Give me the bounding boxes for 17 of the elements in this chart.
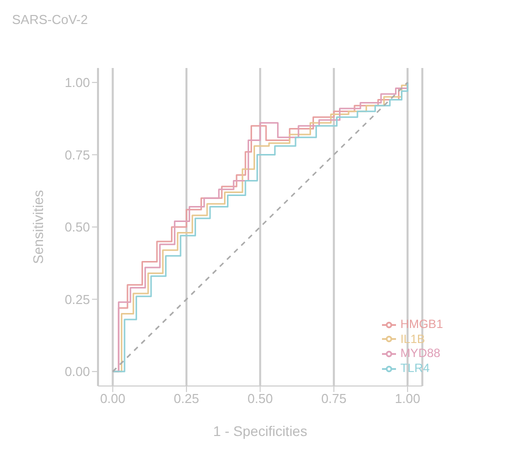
legend-label: TLR4 xyxy=(400,361,430,376)
x-tick-label: 0.75 xyxy=(321,391,347,406)
legend-label: HMGB1 xyxy=(400,316,443,331)
y-axis-title: Sensitivities xyxy=(30,190,46,264)
x-axis-title: 1 - Specificities xyxy=(213,423,308,439)
legend-label: IL1B xyxy=(400,332,425,346)
x-tick-label: 0.50 xyxy=(248,391,273,406)
y-tick-label: 0.25 xyxy=(64,292,90,307)
x-tick-label: 0.00 xyxy=(100,391,126,406)
y-tick-label: 1.00 xyxy=(64,75,90,90)
x-tick-label: 1.00 xyxy=(394,391,420,406)
chart-title: SARS-CoV-2 xyxy=(12,12,88,27)
y-tick-label: 0.00 xyxy=(64,364,90,380)
y-tick-label: 0.75 xyxy=(64,147,90,162)
legend-label: MYD88 xyxy=(400,346,440,360)
y-tick-label: 0.50 xyxy=(64,220,90,235)
x-tick-label: 0.25 xyxy=(174,391,200,406)
